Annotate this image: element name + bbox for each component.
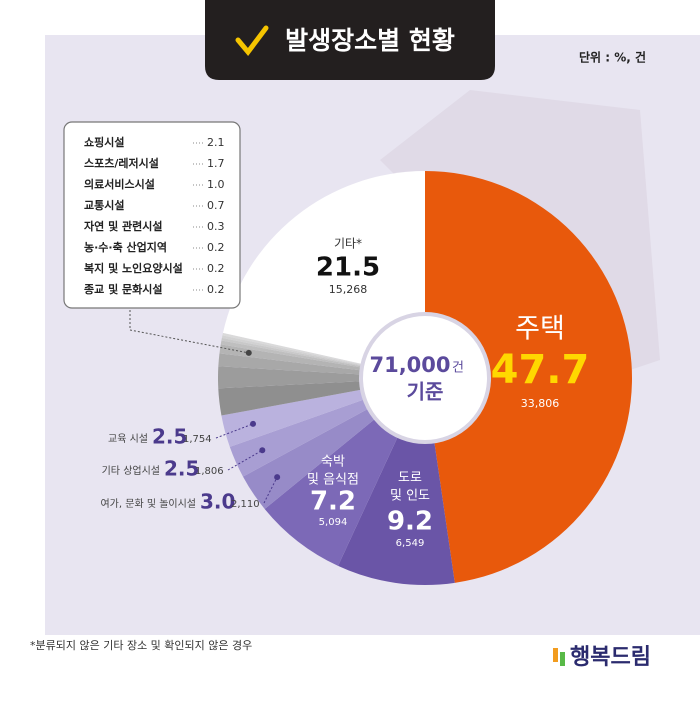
legend-label: 자연 및 관련시설 (84, 219, 163, 233)
chart-title: 발생장소별 현황 (285, 26, 455, 55)
legend: 쇼핑시설 2.1 스포츠/레저시설 1.7 의료서비스시설 1.0 교통시설 0.7 자연 및 … (84, 135, 225, 296)
legend-label: 의료서비스시설 (84, 177, 155, 191)
slice (218, 366, 425, 389)
leader-line (227, 449, 263, 471)
count-label: 1,806 (195, 466, 224, 477)
logo-icon (560, 652, 565, 666)
check-icon (235, 25, 269, 57)
count-label: 1,754 (183, 434, 212, 445)
count-label: 6,549 (396, 538, 425, 549)
count-label: 5,094 (319, 517, 348, 528)
legend-value: 1.0 (207, 178, 225, 191)
slice-label: 주택 (515, 314, 565, 345)
legend-value: 0.3 (207, 220, 225, 233)
leader-dot (250, 420, 257, 427)
value-label: 9.2 (387, 507, 433, 537)
leader-dot (259, 447, 266, 454)
leader-line (215, 423, 254, 439)
legend-label: 종교 및 문화시설 (84, 282, 163, 296)
value-label: 3.0 (200, 490, 235, 514)
legend-value: 0.2 (207, 241, 225, 254)
logo: 행복드림 (570, 645, 651, 670)
slice-label: 여가, 문화 및 놀이시설 (100, 498, 196, 510)
value-label: 47.7 (491, 347, 590, 393)
slice-label: 교육 시설 (108, 433, 148, 445)
legend-value: 0.2 (207, 262, 225, 275)
legend-label: 스포츠/레저시설 (84, 156, 159, 170)
donut-hole (359, 312, 491, 444)
leader-line (263, 476, 278, 504)
slice-label: 및 음식점 (307, 473, 359, 488)
legend-label: 복지 및 노인요양시설 (84, 261, 183, 275)
count-label: 33,806 (521, 397, 560, 410)
legend-leader-line (129, 310, 249, 354)
title-box (205, 0, 495, 80)
slice-label: 숙박 (321, 455, 345, 470)
legend-leader-dot (245, 349, 252, 356)
legend-label: 교통시설 (84, 198, 124, 212)
slice (425, 171, 632, 583)
legend-value: 1.7 (207, 157, 225, 170)
value-label: 7.2 (310, 487, 356, 517)
legend-value: 2.1 (207, 136, 225, 149)
center-total: 71,000 (369, 353, 450, 377)
legend-box (63, 121, 241, 309)
slice-label: 기타 상업시설 (102, 464, 160, 477)
slice-label: 기타* (334, 237, 362, 251)
value-label: 2.5 (164, 457, 199, 481)
slice (222, 171, 425, 378)
slice-label: 및 인도 (390, 489, 430, 504)
count-label: 2,110 (231, 499, 260, 510)
legend-value: 0.2 (207, 283, 225, 296)
center-unit: 건 (452, 361, 464, 376)
footnote: *분류되지 않은 기타 장소 및 확인되지 않은 경우 (30, 639, 252, 652)
leader-dot (274, 474, 281, 481)
count-label: 15,268 (329, 283, 368, 296)
value-label: 21.5 (316, 253, 380, 283)
legend-label: 쇼핑시설 (84, 135, 124, 149)
logo-icon (553, 648, 558, 662)
unit-note: 단위 : %, 건 (579, 50, 646, 65)
legend-label: 농·수·축 산업지역 (84, 240, 167, 254)
slice-label: 도로 (398, 471, 422, 486)
value-label: 2.5 (152, 425, 187, 449)
center-basis: 기준 (407, 380, 444, 404)
legend-value: 0.7 (207, 199, 225, 212)
